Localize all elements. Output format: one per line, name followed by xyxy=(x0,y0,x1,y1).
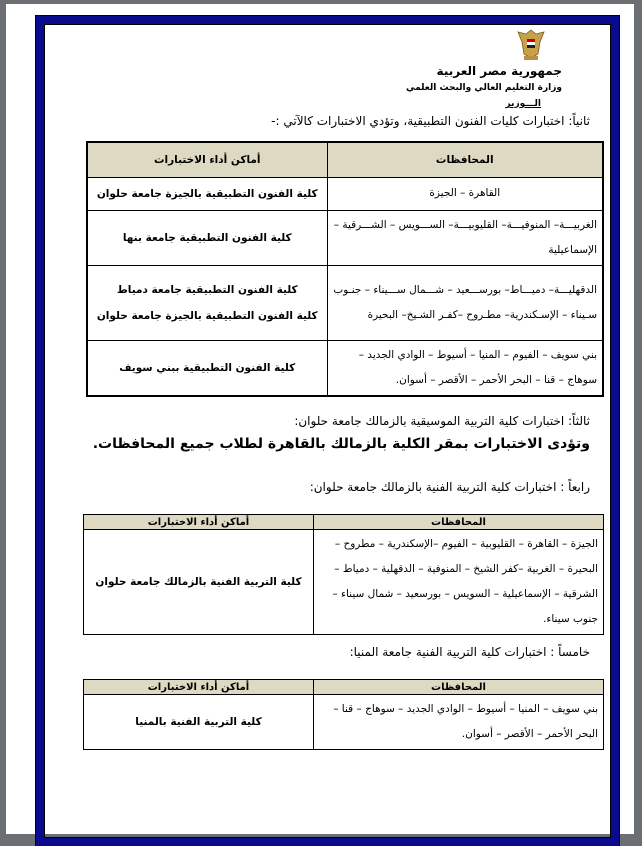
header-locations: أماكن أداء الاختبارات xyxy=(86,141,328,178)
governorates-cell: بني سويف – المنيا – أسيوط – الوادي الجدي… xyxy=(313,694,604,750)
section-2-heading: ثانياً: اختبارات كليات الفنون التطبيقية،… xyxy=(271,114,590,128)
header-locations: أماكن أداء الاختبارات xyxy=(83,514,314,530)
section-5-heading: خامساً : اختبارات كلية التربية الفنية جا… xyxy=(349,645,590,659)
location-cell: كلية الفنون التطبيقية بالجيزة جامعة حلوا… xyxy=(86,176,328,211)
header-governorates: المحافظات xyxy=(313,679,604,695)
table-row: بني سويف – المنيا – أسيوط – الوادي الجدي… xyxy=(83,694,604,750)
table-row: الجيزة – القاهرة – القليوبية – الفيوم –ا… xyxy=(83,529,604,635)
governorates-cell: الغربيـــة– المنوفيـــة– القليوبيـــة– ا… xyxy=(326,209,604,266)
table-row: القاهرة – الجيزة كلية الفنون التطبيقية ب… xyxy=(86,176,604,211)
section-3-note: وتؤدى الاختبارات بمقر الكلية بالزمالك با… xyxy=(92,436,590,452)
header-governorates: المحافظات xyxy=(313,514,604,530)
governorates-cell: الدقهليـــة– دميـــاط– بورســـعيد – شـــ… xyxy=(326,264,604,341)
location-cell: كلية الفنون التطبيقية ببني سويف xyxy=(86,339,328,396)
location-cell: كلية الفنون التطبيقية جامعة بنها xyxy=(86,209,328,266)
location-line: كلية الفنون التطبيقية بالجيزة جامعة حلوا… xyxy=(96,309,318,322)
table-row: الدقهليـــة– دميـــاط– بورســـعيد – شـــ… xyxy=(86,264,604,341)
table-header-row: المحافظات أماكن أداء الاختبارات xyxy=(83,679,604,695)
country-title: جمهورية مصر العربية xyxy=(436,64,562,78)
table-header-row: المحافظات أماكن أداء الاختبارات xyxy=(86,141,604,178)
table-row: بني سويف – الفيوم – المنيا – أسيوط – الو… xyxy=(86,339,604,396)
table-header-row: المحافظات أماكن أداء الاختبارات xyxy=(83,514,604,530)
location-cell: كلية الفنون التطبيقية جامعة دمياط كلية ا… xyxy=(86,264,328,341)
governorates-cell: الجيزة – القاهرة – القليوبية – الفيوم –ا… xyxy=(313,529,604,635)
ministry-title: وزارة التعليم العالي والبحث العلمي xyxy=(405,83,562,93)
egypt-eagle-emblem-icon xyxy=(517,29,545,60)
office-title: الـــوزير xyxy=(505,99,542,109)
table-row: الغربيـــة– المنوفيـــة– القليوبيـــة– ا… xyxy=(86,209,604,266)
governorates-cell: بني سويف – الفيوم – المنيا – أسيوط – الو… xyxy=(326,339,604,396)
art-education-zamalek-table: المحافظات أماكن أداء الاختبارات الجيزة –… xyxy=(83,514,604,635)
section-3-heading: ثالثاً: اختبارات كلية التربية الموسيقية … xyxy=(294,414,590,428)
location-line: كلية الفنون التطبيقية جامعة دمياط xyxy=(116,283,298,296)
header-governorates: المحافظات xyxy=(326,141,604,178)
document-page: جمهورية مصر العربية وزارة التعليم العالي… xyxy=(6,4,634,846)
governorates-cell: القاهرة – الجيزة xyxy=(326,176,604,211)
location-cell: كلية التربية الفنية بالمنيا xyxy=(83,694,314,750)
header-locations: أماكن أداء الاختبارات xyxy=(83,679,314,695)
art-education-minia-table: المحافظات أماكن أداء الاختبارات بني سويف… xyxy=(83,679,604,750)
applied-arts-table: المحافظات أماكن أداء الاختبارات القاهرة … xyxy=(86,141,604,397)
section-4-heading: رابعاً : اختبارات كلية التربية الفنية با… xyxy=(309,480,590,494)
location-cell: كلية التربية الفنية بالزمالك جامعة حلوان xyxy=(83,529,314,635)
